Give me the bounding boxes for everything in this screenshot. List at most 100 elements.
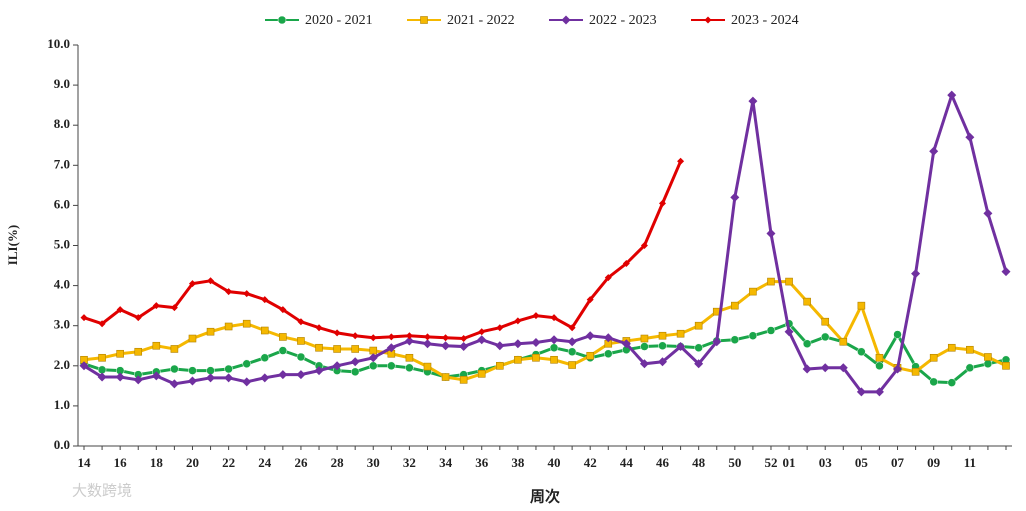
- data-point: [423, 362, 432, 371]
- legend-label: 2021 - 2022: [447, 13, 515, 28]
- data-point: [549, 343, 559, 353]
- data-point: [604, 349, 613, 359]
- data-point: [586, 351, 594, 360]
- data-point: [766, 326, 776, 335]
- x-tick-label: 46: [656, 455, 670, 470]
- data-point: [838, 363, 848, 373]
- data-point: [568, 361, 576, 369]
- y-tick-label: 3.0: [54, 317, 70, 332]
- data-point: [604, 274, 612, 282]
- x-axis-label: 周次: [530, 487, 560, 505]
- data-point: [965, 132, 975, 142]
- y-tick-label: 0.0: [54, 437, 70, 452]
- x-tick-label: 22: [222, 455, 235, 470]
- data-point: [170, 345, 179, 353]
- y-tick-label: 5.0: [54, 236, 70, 251]
- data-point: [766, 228, 776, 238]
- x-tick-label: 50: [728, 455, 741, 470]
- x-tick-label: 20: [186, 455, 199, 470]
- data-point: [947, 343, 956, 352]
- data-point: [496, 324, 504, 332]
- data-point: [152, 302, 160, 310]
- data-point: [532, 312, 540, 320]
- data-point: [478, 328, 486, 336]
- data-point: [893, 364, 903, 374]
- data-point: [261, 296, 269, 304]
- y-tick-label: 9.0: [54, 76, 70, 91]
- data-point: [333, 345, 341, 353]
- data-point: [514, 355, 522, 364]
- data-point: [315, 343, 323, 352]
- data-point: [260, 353, 270, 363]
- data-point: [929, 146, 939, 156]
- data-point: [170, 364, 179, 374]
- data-point: [585, 331, 595, 341]
- data-point: [712, 337, 722, 347]
- data-point: [332, 361, 342, 371]
- data-point: [151, 371, 161, 381]
- data-point: [983, 208, 993, 218]
- data-point: [658, 357, 668, 367]
- data-point: [242, 359, 251, 369]
- data-point: [386, 343, 396, 353]
- data-point: [350, 357, 360, 367]
- data-point: [984, 353, 992, 361]
- data-point: [496, 361, 504, 370]
- x-tick-label: 28: [331, 455, 345, 470]
- data-point: [460, 335, 468, 343]
- data-point: [260, 326, 269, 335]
- data-point: [658, 341, 667, 350]
- data-point: [260, 373, 270, 383]
- data-point: [748, 331, 758, 340]
- data-point: [567, 347, 577, 357]
- data-point: [387, 361, 396, 371]
- data-point: [422, 339, 432, 349]
- y-tick-label: 8.0: [54, 116, 70, 131]
- data-point: [1002, 361, 1010, 370]
- data-point: [784, 327, 794, 337]
- data-point: [134, 347, 143, 356]
- data-point: [278, 370, 288, 380]
- data-point: [514, 317, 522, 325]
- data-point: [567, 337, 577, 347]
- data-point: [441, 341, 451, 351]
- data-point: [206, 327, 215, 336]
- data-point: [929, 353, 938, 362]
- data-point: [404, 336, 414, 346]
- data-point: [187, 376, 197, 386]
- data-point: [966, 345, 974, 354]
- data-point: [279, 333, 287, 341]
- data-point: [405, 363, 414, 373]
- data-point: [839, 337, 848, 346]
- x-tick-label: 44: [620, 455, 634, 470]
- data-point: [405, 332, 413, 340]
- data-point: [242, 319, 251, 328]
- data-point: [350, 367, 360, 377]
- data-point: [224, 364, 233, 374]
- data-point: [659, 199, 667, 207]
- x-tick-label: 01: [783, 455, 796, 470]
- data-point: [513, 339, 523, 349]
- data-point: [893, 330, 902, 339]
- data-point: [314, 366, 324, 376]
- x-tick-label: 52: [764, 455, 777, 470]
- data-point: [677, 157, 685, 165]
- data-point: [730, 335, 740, 344]
- data-point: [296, 370, 306, 380]
- data-point: [188, 280, 196, 288]
- data-point: [550, 355, 558, 364]
- x-tick-label: 40: [548, 455, 561, 470]
- data-point: [477, 370, 486, 378]
- data-point: [549, 335, 559, 345]
- x-tick-label: 24: [258, 455, 272, 470]
- data-point: [351, 332, 359, 340]
- series-line: [83, 160, 682, 341]
- data-point: [640, 342, 649, 351]
- x-tick-label: 03: [819, 455, 833, 470]
- data-point: [152, 341, 161, 350]
- data-point: [767, 277, 775, 286]
- x-tick-label: 05: [855, 455, 869, 470]
- data-point: [207, 277, 215, 285]
- data-point: [387, 333, 395, 341]
